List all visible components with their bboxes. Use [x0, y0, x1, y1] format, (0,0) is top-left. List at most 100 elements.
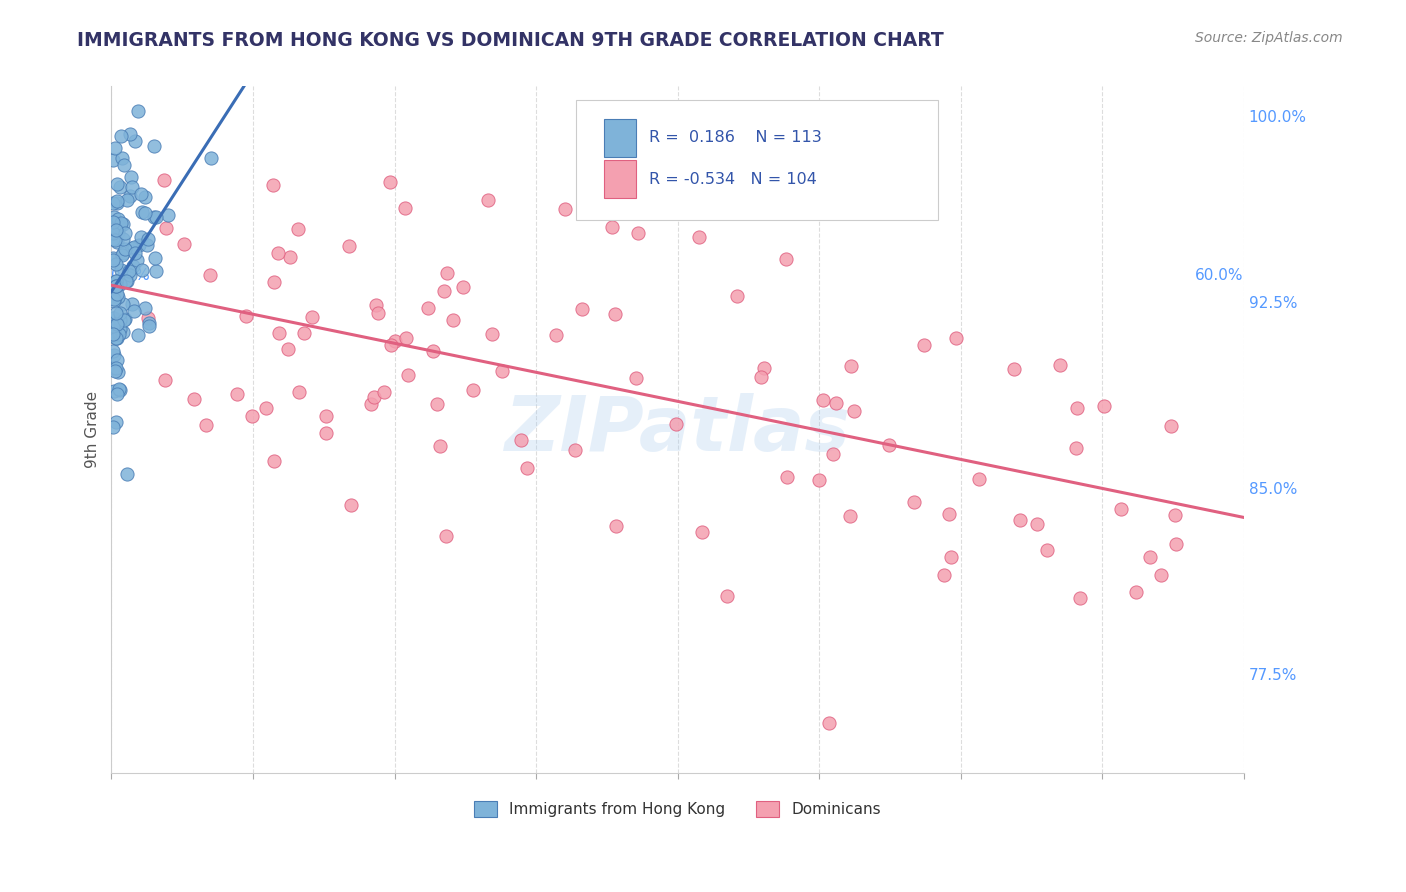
Point — [1064, 441, 1087, 455]
Y-axis label: 9th Grade: 9th Grade — [86, 391, 100, 468]
Point — [104, 415, 127, 429]
Point — [263, 453, 285, 467]
Point — [107, 365, 129, 379]
Point — [686, 200, 709, 214]
Point — [481, 326, 503, 341]
Point — [112, 297, 135, 311]
Point — [903, 494, 925, 508]
Point — [1035, 542, 1057, 557]
Point — [1092, 399, 1115, 413]
Point — [138, 317, 160, 331]
Point — [120, 268, 142, 283]
Point — [103, 327, 125, 342]
Point — [103, 419, 125, 434]
Point — [626, 226, 648, 240]
Point — [690, 524, 713, 539]
Point — [941, 549, 963, 564]
Point — [1069, 591, 1091, 606]
Point — [278, 251, 301, 265]
Point — [112, 158, 135, 172]
Point — [103, 324, 125, 338]
Point — [107, 290, 129, 304]
Point — [114, 274, 136, 288]
Point — [754, 361, 776, 376]
Point — [121, 260, 143, 274]
Point — [128, 238, 150, 252]
Point — [451, 280, 474, 294]
Point — [235, 309, 257, 323]
Point — [108, 382, 131, 396]
Point — [877, 438, 900, 452]
Point — [129, 186, 152, 201]
Point — [155, 221, 177, 235]
Point — [1109, 502, 1132, 516]
Point — [292, 326, 315, 341]
Point — [134, 206, 156, 220]
Point — [516, 460, 538, 475]
Point — [142, 138, 165, 153]
Point — [103, 343, 125, 358]
Point — [142, 210, 165, 224]
Point — [775, 252, 797, 266]
Point — [288, 384, 311, 399]
Point — [134, 301, 156, 315]
Point — [195, 418, 218, 433]
Point — [110, 321, 132, 335]
Text: R =  0.186    N = 113: R = 0.186 N = 113 — [650, 130, 823, 145]
Point — [105, 387, 128, 401]
Point — [605, 519, 627, 533]
Point — [136, 311, 159, 326]
Point — [129, 230, 152, 244]
Point — [104, 222, 127, 236]
Point — [103, 226, 125, 240]
Point — [153, 373, 176, 387]
Bar — [605, 119, 636, 157]
Point — [600, 219, 623, 234]
Point — [112, 231, 135, 245]
Point — [103, 215, 125, 229]
Point — [434, 529, 457, 543]
Point — [396, 368, 419, 382]
Point — [108, 277, 131, 291]
Point — [938, 508, 960, 522]
Point — [373, 384, 395, 399]
Point — [380, 175, 402, 189]
Text: R = -0.534   N = 104: R = -0.534 N = 104 — [650, 171, 817, 186]
Text: 0.0%: 0.0% — [111, 268, 150, 284]
Point — [110, 129, 132, 144]
Point — [115, 193, 138, 207]
Point — [433, 284, 456, 298]
Point — [367, 306, 389, 320]
Point — [1160, 418, 1182, 433]
Point — [104, 257, 127, 271]
Point — [824, 396, 846, 410]
Point — [135, 238, 157, 252]
Point — [1125, 585, 1147, 599]
Point — [394, 331, 416, 345]
Point — [105, 353, 128, 368]
Point — [103, 210, 125, 224]
Point — [136, 232, 159, 246]
Point — [115, 274, 138, 288]
Point — [340, 498, 363, 512]
Point — [103, 311, 125, 326]
Point — [491, 364, 513, 378]
Point — [1066, 401, 1088, 416]
Text: Source: ZipAtlas.com: Source: ZipAtlas.com — [1195, 31, 1343, 45]
Point — [105, 274, 128, 288]
Point — [477, 193, 499, 207]
Point — [107, 225, 129, 239]
Bar — [605, 161, 636, 198]
Point — [776, 470, 799, 484]
Point — [571, 302, 593, 317]
Point — [808, 473, 831, 487]
Point — [111, 217, 134, 231]
Point — [269, 326, 291, 341]
Point — [103, 311, 125, 326]
Point — [104, 233, 127, 247]
Point — [429, 439, 451, 453]
Point — [315, 409, 337, 423]
Point — [839, 359, 862, 373]
Point — [105, 235, 128, 250]
Point — [360, 396, 382, 410]
